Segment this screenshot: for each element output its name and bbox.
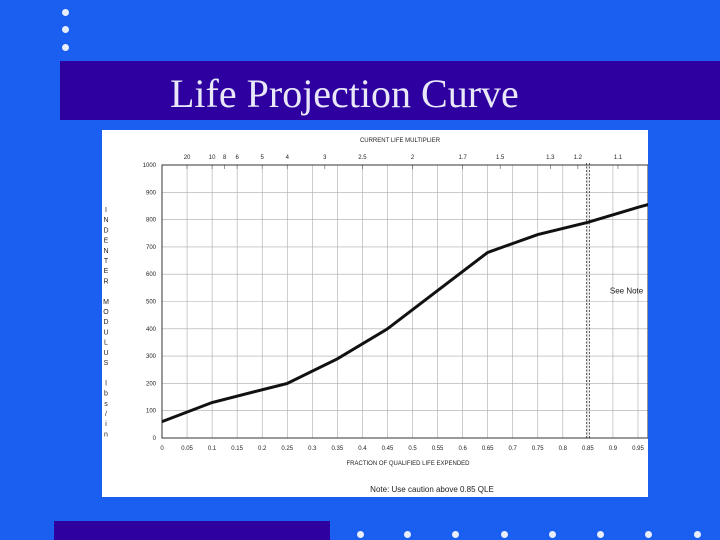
y-axis-label-char: U (103, 329, 108, 336)
y-axis-label-char: T (104, 258, 109, 265)
y-axis-label-char: D (103, 319, 108, 326)
top-tick-label: 6 (235, 155, 239, 161)
title-band (60, 61, 720, 120)
x-tick-label: 0.8 (559, 446, 568, 452)
x-tick-label: 0.75 (532, 446, 544, 452)
footer-dot (357, 531, 364, 538)
top-tick-label: 1.3 (546, 155, 555, 161)
footer-band (54, 521, 330, 540)
top-ticks: 20 10 8 6 5 4 3 2.5 2 1.7 1.5 1.3 1.2 1.1 (184, 155, 623, 169)
top-tick-label: 4 (286, 155, 290, 161)
y-axis-label-char: S (104, 360, 109, 367)
footer-dot (597, 531, 604, 538)
y-axis-label-char: N (103, 248, 108, 255)
x-tick-label: 0.45 (382, 446, 394, 452)
y-axis-label-char: E (104, 268, 109, 275)
x-tick-label: 0.2 (258, 446, 267, 452)
x-tick-label: 0.4 (358, 446, 367, 452)
x-axis-label: FRACTION OF QUALIFIED LIFE EXPENDED (346, 461, 470, 467)
bullet-dot (62, 44, 69, 51)
bullet-dot (62, 9, 69, 16)
x-tick-label: 0.25 (281, 446, 293, 452)
top-tick-label: 1.5 (496, 155, 505, 161)
x-tick-label: 0.9 (609, 446, 618, 452)
y-axis-label-char: E (104, 238, 109, 245)
y-tick-label: 700 (146, 245, 157, 251)
footer-dot (694, 531, 701, 538)
x-tick-label: 0.6 (458, 446, 467, 452)
x-tick-label: 0 (160, 446, 164, 452)
slide-title: Life Projection Curve (170, 71, 519, 116)
x-tick-label: 0.95 (632, 446, 644, 452)
top-tick-label: 2 (411, 155, 415, 161)
life-projection-chart: CURRENT LIFE MULTIPLIER 20 10 8 6 5 4 3 2.5 2 1.7… (103, 138, 649, 494)
y-tick-label: 200 (146, 381, 157, 387)
y-tick-label: 800 (146, 218, 157, 224)
top-tick-label: 20 (184, 155, 191, 161)
y-axis-label-char: O (103, 309, 109, 316)
y-axis-label-char: L (104, 340, 108, 347)
x-ticks: 0 0.05 0.1 0.15 0.2 0.25 0.3 0.35 0.4 0.45 0.5 0.55… (160, 446, 644, 452)
x-tick-label: 0.65 (482, 446, 494, 452)
x-tick-label: 0.15 (231, 446, 243, 452)
y-ticks: 0 100 200 300 400 500 600 700 800 900 1000 (143, 163, 157, 442)
x-tick-label: 0.7 (509, 446, 518, 452)
y-tick-label: 0 (153, 436, 157, 442)
y-axis-label-char: / (105, 411, 107, 418)
top-tick-label: 1.2 (574, 155, 583, 161)
reference-line-group (585, 163, 590, 438)
y-tick-label: 400 (146, 327, 157, 333)
x-tick-label: 0.1 (208, 446, 217, 452)
y-tick-label: 500 (146, 300, 157, 306)
y-axis-label-char: l (105, 380, 107, 387)
y-axis-label-char: n (104, 431, 108, 438)
x-tick-label: 0.05 (181, 446, 193, 452)
x-tick-label: 0.85 (582, 446, 594, 452)
y-tick-label: 600 (146, 272, 157, 278)
y-tick-label: 100 (146, 409, 157, 415)
top-tick-label: 1.1 (614, 155, 623, 161)
top-tick-label: 3 (323, 155, 327, 161)
x-tick-label: 0.55 (432, 446, 444, 452)
y-axis-label-char: s (104, 401, 108, 408)
x-tick-label: 0.3 (308, 446, 317, 452)
y-tick-label: 300 (146, 354, 157, 360)
y-axis-label-char: b (104, 391, 108, 398)
y-axis-label-char: D (103, 227, 108, 234)
footer-dot (549, 531, 556, 538)
y-tick-label: 1000 (143, 163, 157, 169)
x-tick-label: 0.35 (332, 446, 344, 452)
footer-dot (645, 531, 652, 538)
series-line (161, 203, 649, 424)
y-axis-label-char: N (103, 217, 108, 224)
see-note-label: See Note (610, 286, 644, 295)
footer-dot (452, 531, 459, 538)
y-axis-label-char: i (105, 421, 107, 428)
y-axis-label-char: U (103, 350, 108, 357)
top-axis-label: CURRENT LIFE MULTIPLIER (360, 138, 441, 144)
footer-dot (501, 531, 508, 538)
bullet-dot (62, 26, 69, 33)
top-tick-label: 5 (261, 155, 265, 161)
footnote: Note: Use caution above 0.85 QLE (370, 485, 494, 494)
y-axis-label-char: I (105, 207, 107, 214)
y-tick-label: 900 (146, 190, 157, 196)
x-tick-label: 0.5 (408, 446, 417, 452)
top-tick-label: 8 (223, 155, 227, 161)
y-axis-label-char: R (103, 278, 108, 285)
top-tick-label: 2.5 (358, 155, 367, 161)
footer-dot (404, 531, 411, 538)
y-axis-label-char: M (103, 299, 109, 306)
chart-panel: CURRENT LIFE MULTIPLIER 20 10 8 6 5 4 3 2.5 2 1.7… (102, 130, 649, 497)
top-tick-label: 1.7 (458, 155, 467, 161)
top-tick-label: 10 (209, 155, 216, 161)
